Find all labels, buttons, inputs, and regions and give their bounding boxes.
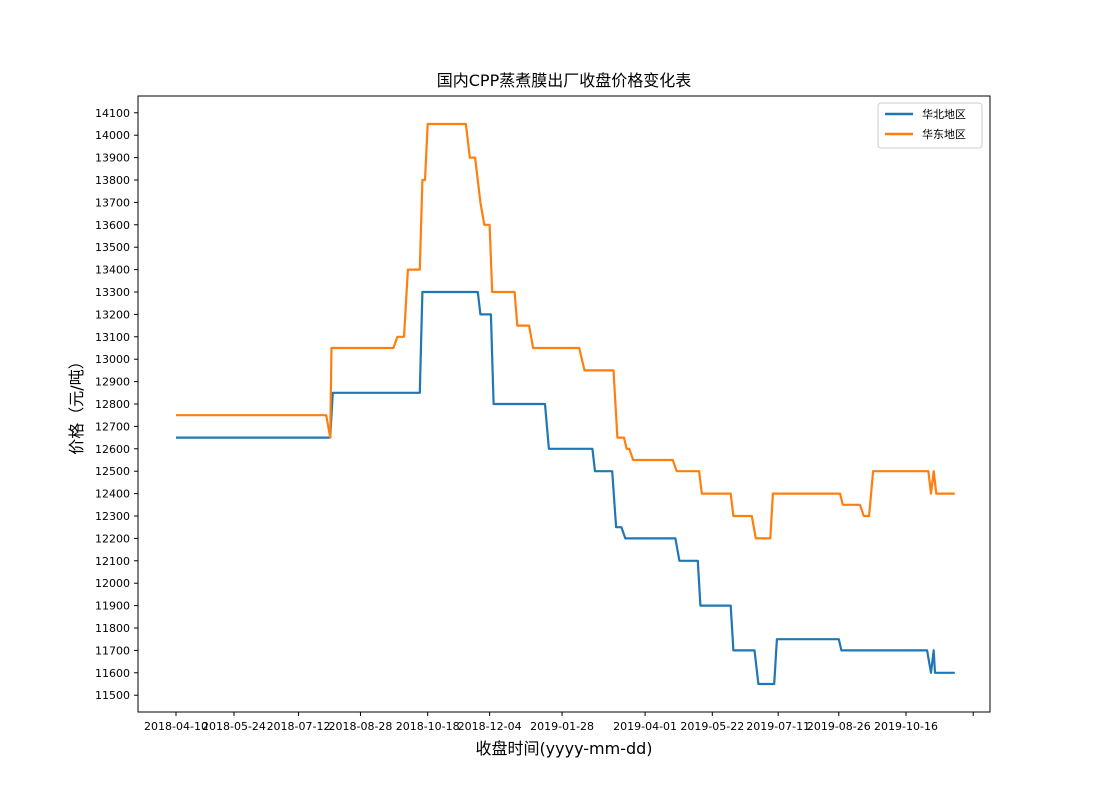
y-tick-label: 12400: [95, 488, 130, 501]
y-tick-label: 11700: [95, 644, 130, 657]
y-tick-label: 12900: [95, 376, 130, 389]
y-axis-label: 价格（元/吨）: [67, 353, 86, 454]
y-tick-label: 11500: [95, 689, 130, 702]
x-tick-label: 2019-04-01: [613, 720, 677, 733]
x-tick-label: 2019-07-11: [746, 720, 810, 733]
y-tick-label: 11600: [95, 667, 130, 680]
y-tick-label: 12500: [95, 465, 130, 478]
y-tick-label: 13500: [95, 241, 130, 254]
y-tick-label: 12300: [95, 510, 130, 523]
y-tick-label: 13300: [95, 286, 130, 299]
x-tick-label: 2018-05-24: [202, 720, 266, 733]
x-tick-label: 2019-05-22: [680, 720, 744, 733]
y-tick-label: 12200: [95, 532, 130, 545]
y-tick-label: 12100: [95, 555, 130, 568]
y-tick-label: 13000: [95, 353, 130, 366]
y-tick-label: 13200: [95, 308, 130, 321]
y-tick-label: 11900: [95, 600, 130, 613]
y-tick-label: 12800: [95, 398, 130, 411]
y-tick-label: 13400: [95, 264, 130, 277]
legend-label-huabei: 华北地区: [922, 107, 966, 121]
y-tick-label: 14000: [95, 129, 130, 142]
x-axis-label: 收盘时间(yyyy-mm-dd): [475, 739, 652, 758]
y-tick-label: 13800: [95, 174, 130, 187]
x-tick-label: 2019-01-28: [530, 720, 594, 733]
y-tick-label: 11800: [95, 622, 130, 635]
series-layer: [176, 122, 955, 686]
x-tick-label: 2018-10-18: [396, 720, 460, 733]
x-tick-label: 2018-04-10: [144, 720, 208, 733]
y-axis: 11500 11600 11700 11800 11900 12000 12100 12200…: [95, 107, 138, 702]
y-tick-label: 13600: [95, 219, 130, 232]
x-tick-label: 2018-12-04: [458, 720, 522, 733]
y-tick-label: 14100: [95, 107, 130, 120]
chart-title: 国内CPP蒸煮膜出厂收盘价格变化表: [437, 71, 691, 90]
y-tick-label: 13700: [95, 196, 130, 209]
x-tick-label: 2018-08-28: [329, 720, 393, 733]
y-tick-label: 12700: [95, 420, 130, 433]
plot-frame: [137, 95, 991, 713]
series-line-huabei: [176, 290, 955, 686]
series-line-huadong: [176, 122, 955, 540]
x-tick-label: 2019-10-16: [874, 720, 938, 733]
x-tick-label: 2019-08-26: [807, 720, 871, 733]
x-tick-label: 2018-07-12: [267, 720, 331, 733]
y-tick-label: 12600: [95, 443, 130, 456]
y-tick-label: 13100: [95, 331, 130, 344]
y-tick-label: 12000: [95, 577, 130, 590]
legend: 华北地区 华东地区: [877, 102, 983, 149]
y-tick-label: 13900: [95, 152, 130, 165]
legend-label-huadong: 华东地区: [922, 127, 966, 141]
